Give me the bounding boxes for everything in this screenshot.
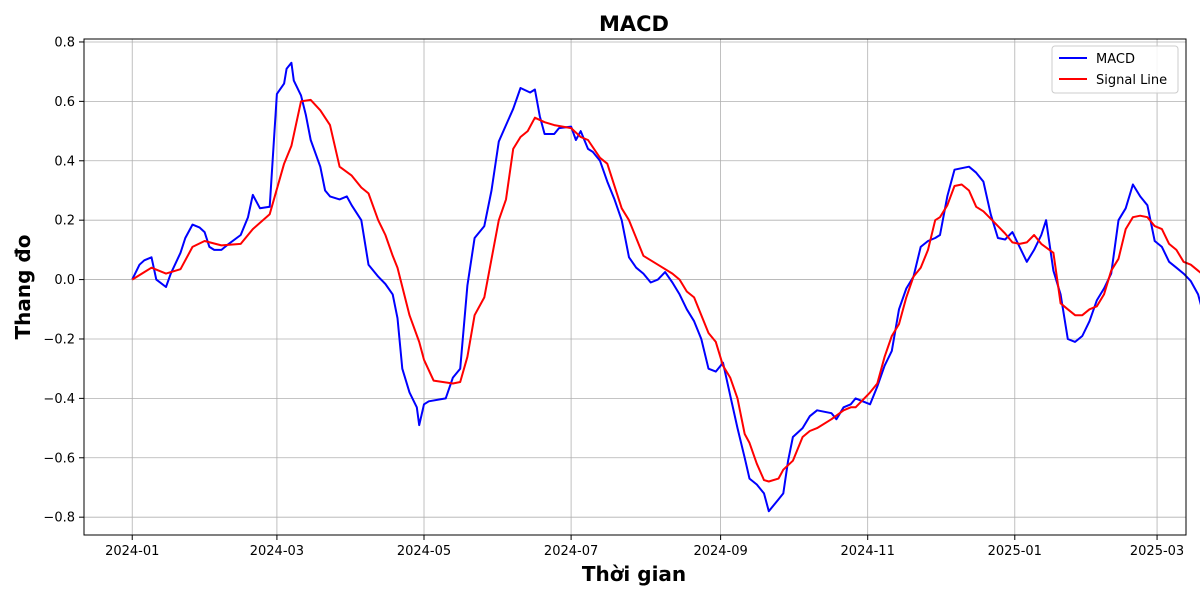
y-tick-label: −0.8	[43, 511, 75, 526]
x-tick-label: 2024-09	[693, 544, 747, 559]
series-lines	[131, 61, 1200, 513]
x-axis-ticks: 2024-01 2024-03 2024-05 2024-07 2024-09 2024-…	[105, 535, 1184, 559]
x-tick-label: 2024-07	[544, 544, 598, 559]
grid-lines	[84, 39, 1186, 535]
x-tick-label: 2024-01	[105, 544, 159, 559]
y-tick-label: 0.2	[54, 214, 75, 229]
legend: MACD Signal Line	[1051, 45, 1179, 94]
y-tick-label: −0.6	[43, 451, 75, 466]
series-line-macd	[131, 61, 1200, 513]
y-tick-label: 0.6	[54, 95, 75, 110]
y-tick-label: 0.0	[54, 273, 75, 288]
legend-label-signal: Signal Line	[1096, 73, 1167, 88]
y-tick-label: −0.4	[43, 392, 75, 407]
plot-frame	[83, 38, 1187, 536]
x-tick-label: 2024-11	[841, 544, 895, 559]
x-tick-label: 2025-03	[1130, 544, 1184, 559]
y-tick-label: 0.8	[54, 35, 75, 50]
y-axis-title: Thang đo	[11, 235, 35, 340]
y-tick-label: 0.4	[54, 154, 75, 169]
series-line-signal-line	[131, 98, 1200, 483]
legend-label-macd: MACD	[1096, 52, 1135, 67]
x-tick-label: 2024-03	[250, 544, 304, 559]
chart-title: MACD	[599, 12, 669, 36]
y-tick-label: −0.2	[43, 332, 75, 347]
x-axis-title: Thời gian	[582, 562, 686, 586]
y-axis-ticks: −0.8 −0.6 −0.4 −0.2 0.0 0.2 0.4 0.6 0.8	[43, 35, 84, 526]
x-tick-label: 2024-05	[397, 544, 451, 559]
x-tick-label: 2025-01	[988, 544, 1042, 559]
